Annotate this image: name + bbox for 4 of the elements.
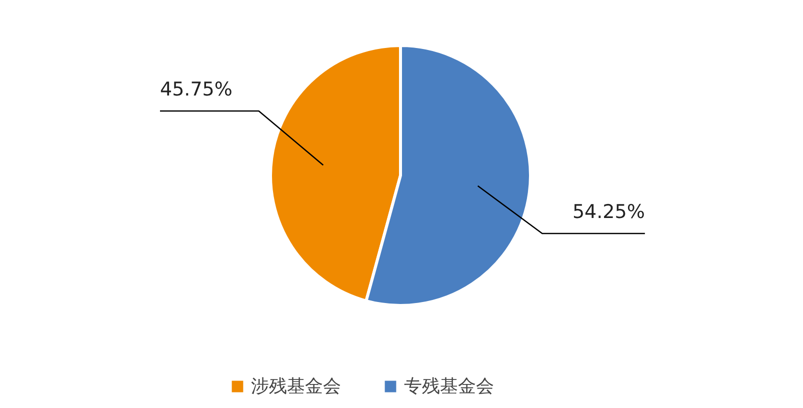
legend-label: 专残基金会 <box>404 375 494 398</box>
data-label: 45.75% <box>160 78 232 101</box>
data-label: 54.25% <box>572 201 645 224</box>
legend-label: 涉残基金会 <box>251 375 341 398</box>
